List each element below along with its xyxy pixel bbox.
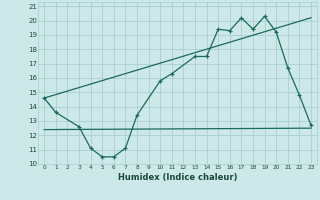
X-axis label: Humidex (Indice chaleur): Humidex (Indice chaleur) — [118, 173, 237, 182]
